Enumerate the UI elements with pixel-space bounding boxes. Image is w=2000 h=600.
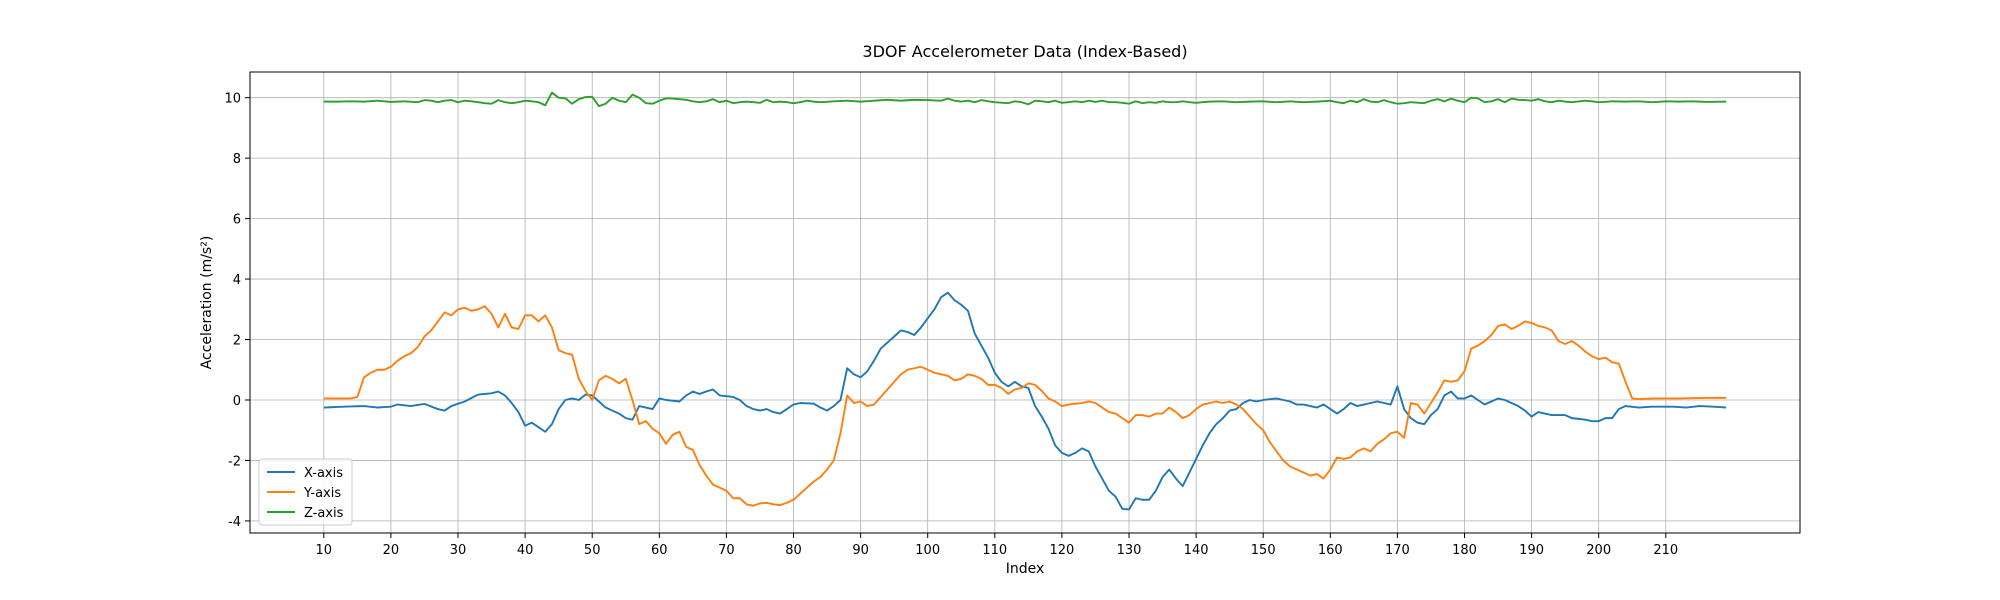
x-tick-label: 130 xyxy=(1117,543,1142,558)
x-tick-label: 70 xyxy=(718,543,735,558)
x-tick-label: 40 xyxy=(517,543,534,558)
y-tick-label: -4 xyxy=(228,515,241,530)
x-tick-label: 160 xyxy=(1318,543,1343,558)
legend-box xyxy=(258,458,353,526)
x-tick-label: 120 xyxy=(1049,543,1074,558)
x-tick-label: 190 xyxy=(1519,543,1544,558)
x-tick-label: 90 xyxy=(852,543,869,558)
x-tick-label: 150 xyxy=(1251,543,1276,558)
y-tick-label: 0 xyxy=(233,394,241,409)
x-tick-label: 100 xyxy=(915,543,940,558)
series-lines xyxy=(323,91,1727,511)
x-tick-label: 140 xyxy=(1184,543,1209,558)
x-tick-label: 20 xyxy=(383,543,400,558)
y-tick-label: 4 xyxy=(233,273,241,288)
legend-entry-label: Z-axis xyxy=(304,506,344,521)
plot-frame xyxy=(249,71,1801,534)
grid-lines xyxy=(250,72,1800,533)
x-tick-label: 210 xyxy=(1653,543,1678,558)
y-tick-label: 8 xyxy=(233,152,241,167)
legend: X-axis Y-axis Z-axis xyxy=(258,458,353,526)
x-tick-label: 10 xyxy=(316,543,333,558)
x-tick-label: 80 xyxy=(785,543,802,558)
x-tick-label: 200 xyxy=(1586,543,1611,558)
x-axis-series-line xyxy=(323,291,1727,511)
y-tick-label: 10 xyxy=(224,92,241,107)
legend-entry-label: X-axis xyxy=(304,466,343,481)
x-tick-label: 60 xyxy=(651,543,668,558)
y-tick-label: -2 xyxy=(228,454,241,469)
x-tick-label: 50 xyxy=(584,543,601,558)
x-tick-label: 180 xyxy=(1452,543,1477,558)
z-axis-series-line xyxy=(323,91,1727,108)
y-tick-label: 6 xyxy=(233,213,241,228)
legend-entry-label: Y-axis xyxy=(303,486,341,501)
x-tick-label: 110 xyxy=(982,543,1007,558)
y-tick-label: 2 xyxy=(233,334,241,349)
chart-title: 3DOF Accelerometer Data (Index-Based) xyxy=(862,42,1187,61)
x-tick-label: 170 xyxy=(1385,543,1410,558)
y-axis-label: Acceleration (m/s²) xyxy=(199,236,215,370)
x-axis-label: Index xyxy=(1006,561,1045,577)
x-tick-label: 30 xyxy=(450,543,467,558)
axis-ticks: 10 20 30 40 50 60 70 80 90 100 110 120 130 140 150 160 1… xyxy=(224,92,1678,558)
y-axis-series-line xyxy=(323,305,1727,507)
